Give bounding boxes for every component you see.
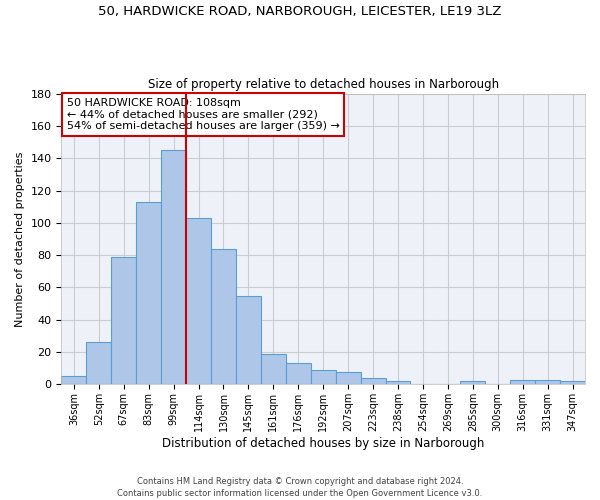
Bar xyxy=(261,354,286,384)
Title: Size of property relative to detached houses in Narborough: Size of property relative to detached ho… xyxy=(148,78,499,91)
Bar xyxy=(211,248,236,384)
Bar xyxy=(161,150,186,384)
Bar xyxy=(86,342,111,384)
Bar xyxy=(386,381,410,384)
Bar xyxy=(236,296,261,384)
Bar xyxy=(560,381,585,384)
Bar xyxy=(111,257,136,384)
Bar xyxy=(286,364,311,384)
Bar xyxy=(311,370,335,384)
X-axis label: Distribution of detached houses by size in Narborough: Distribution of detached houses by size … xyxy=(162,437,484,450)
Text: 50, HARDWICKE ROAD, NARBOROUGH, LEICESTER, LE19 3LZ: 50, HARDWICKE ROAD, NARBOROUGH, LEICESTE… xyxy=(98,5,502,18)
Bar xyxy=(335,372,361,384)
Bar xyxy=(510,380,535,384)
Bar xyxy=(61,376,86,384)
Text: Contains HM Land Registry data © Crown copyright and database right 2024.
Contai: Contains HM Land Registry data © Crown c… xyxy=(118,476,482,498)
Y-axis label: Number of detached properties: Number of detached properties xyxy=(15,152,25,326)
Bar xyxy=(186,218,211,384)
Bar xyxy=(361,378,386,384)
Text: 50 HARDWICKE ROAD: 108sqm
← 44% of detached houses are smaller (292)
54% of semi: 50 HARDWICKE ROAD: 108sqm ← 44% of detac… xyxy=(67,98,340,131)
Bar xyxy=(460,381,485,384)
Bar xyxy=(535,380,560,384)
Bar xyxy=(136,202,161,384)
